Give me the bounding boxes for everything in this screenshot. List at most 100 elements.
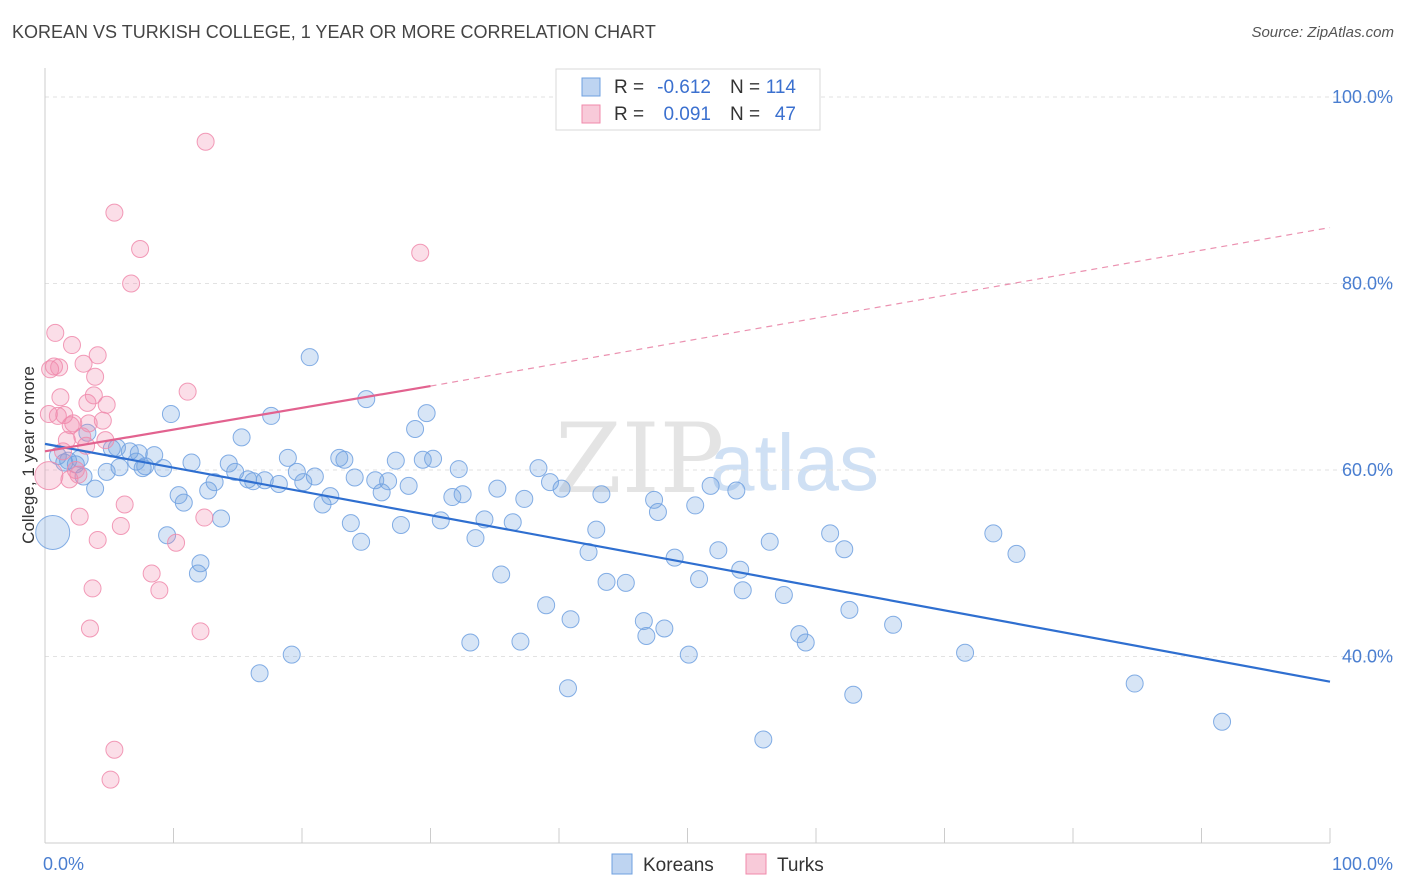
koreans-point-80 bbox=[561, 610, 580, 629]
koreans-point-58 bbox=[399, 476, 418, 495]
stats-legend-n-value-0: 114 bbox=[766, 77, 797, 98]
koreans-point-100 bbox=[754, 730, 773, 749]
x-tick-labels: 0.0% 100.0% bbox=[43, 854, 1393, 874]
koreans-point-104 bbox=[796, 633, 815, 652]
koreans-point-85 bbox=[616, 573, 635, 592]
koreans-point-35 bbox=[250, 664, 269, 683]
koreans-point-114 bbox=[1213, 712, 1232, 731]
turks-point-45 bbox=[51, 388, 70, 407]
turks-point-27 bbox=[93, 411, 112, 430]
turks-point-30 bbox=[105, 203, 124, 222]
stats-legend-swatch-0 bbox=[581, 77, 601, 97]
koreans-point-110 bbox=[956, 643, 975, 662]
koreans-point-88 bbox=[645, 490, 664, 509]
turks-point-39 bbox=[167, 533, 186, 552]
koreans-point-37 bbox=[262, 406, 281, 425]
koreans-point-77 bbox=[541, 473, 560, 492]
koreans-point-25 bbox=[188, 564, 207, 583]
y-tick-labels: 100.0% 80.0% 60.0% 40.0% bbox=[1332, 87, 1393, 667]
turks-point-21 bbox=[80, 619, 99, 638]
turks-point-40 bbox=[178, 382, 197, 401]
koreans-point-106 bbox=[835, 540, 854, 559]
koreans-point-112 bbox=[1007, 544, 1026, 563]
koreans-point-19 bbox=[154, 459, 173, 478]
koreans-trend-line bbox=[44, 442, 1331, 683]
koreans-point-49 bbox=[341, 514, 360, 533]
turks-point-13 bbox=[66, 461, 85, 479]
axes bbox=[44, 68, 1331, 844]
turks-point-22 bbox=[83, 579, 102, 598]
koreans-point-12 bbox=[110, 458, 129, 477]
turks-point-31 bbox=[105, 740, 124, 759]
turks-point-11 bbox=[62, 336, 81, 355]
stats-legend-r-value-0: -0.612 bbox=[657, 77, 711, 98]
koreans-point-105 bbox=[821, 524, 840, 543]
stats-legend-n-label-0: N = bbox=[730, 77, 760, 98]
koreans-point-109 bbox=[884, 615, 903, 634]
turks-point-10 bbox=[60, 470, 79, 489]
koreans-point-26 bbox=[191, 554, 210, 573]
koreans-point-93 bbox=[686, 496, 705, 515]
turks-trend-extension bbox=[430, 226, 1331, 387]
koreans-point-39 bbox=[278, 448, 297, 467]
y-tick-label-2: 60.0% bbox=[1342, 460, 1393, 480]
koreans-point-41 bbox=[287, 462, 306, 481]
turks-point-6 bbox=[50, 358, 69, 377]
grid bbox=[45, 96, 1395, 657]
turks-point-38 bbox=[150, 581, 169, 600]
koreans-point-107 bbox=[840, 600, 859, 619]
watermark-zip: ZIP bbox=[555, 403, 724, 515]
turks-point-26 bbox=[88, 530, 107, 549]
stats-legend: R = -0.612 N = 114 R = 0.091 N = 47 bbox=[555, 68, 821, 131]
stats-legend-r-value-1: 0.091 bbox=[663, 104, 711, 125]
koreans-point-108 bbox=[844, 685, 863, 704]
koreans-point-24 bbox=[182, 453, 201, 472]
koreans-point-82 bbox=[587, 520, 606, 539]
koreans-point-96 bbox=[709, 541, 728, 560]
bottom-legend-label-turks: Turks bbox=[777, 855, 824, 876]
koreans-point-62 bbox=[424, 449, 443, 468]
koreans-point-97 bbox=[727, 481, 746, 500]
koreans-point-38 bbox=[269, 474, 288, 493]
turks-point-19 bbox=[78, 393, 97, 412]
koreans-point-44 bbox=[305, 467, 324, 486]
koreans-point-86 bbox=[634, 612, 653, 631]
turks-point-5 bbox=[48, 406, 67, 425]
turks-point-3 bbox=[44, 357, 63, 376]
koreans-point-79 bbox=[558, 679, 577, 698]
koreans-point-94 bbox=[690, 570, 709, 589]
turks-point-32 bbox=[101, 770, 120, 789]
koreans-point-76 bbox=[537, 596, 556, 615]
turks-point-15 bbox=[70, 507, 89, 526]
turks-point-24 bbox=[86, 367, 105, 386]
koreans-point-59 bbox=[406, 419, 425, 438]
koreans-point-72 bbox=[503, 513, 522, 532]
turks-point-29 bbox=[97, 395, 116, 414]
koreans-point-43 bbox=[300, 348, 319, 367]
koreans-point-40 bbox=[282, 645, 301, 664]
koreans-point-89 bbox=[648, 502, 667, 521]
koreans-point-73 bbox=[511, 632, 530, 651]
bottom-legend-swatch-koreans bbox=[611, 853, 633, 875]
turks-point-23 bbox=[84, 386, 103, 405]
turks-point-44 bbox=[411, 243, 430, 262]
chart-title: KOREAN VS TURKISH COLLEGE, 1 YEAR OR MOR… bbox=[12, 22, 656, 42]
turks-point-36 bbox=[131, 239, 150, 258]
koreans-point-57 bbox=[391, 516, 410, 535]
koreans-point-95 bbox=[701, 476, 720, 495]
stats-legend-r-label-1: R = bbox=[614, 104, 644, 125]
turks-point-35 bbox=[122, 274, 141, 293]
koreans-point-23 bbox=[174, 493, 193, 512]
x-tick-label-1: 100.0% bbox=[1332, 854, 1393, 874]
koreans-point-55 bbox=[379, 472, 398, 491]
turks-point-20 bbox=[79, 414, 98, 433]
stats-legend-n-value-1: 47 bbox=[775, 104, 796, 125]
koreans-point-83 bbox=[592, 485, 611, 504]
koreans-point-67 bbox=[461, 633, 480, 652]
koreans-point-84 bbox=[597, 572, 616, 591]
turks-point-25 bbox=[88, 346, 107, 365]
turks-point-14 bbox=[69, 465, 88, 484]
koreans-point-101 bbox=[760, 532, 779, 551]
koreans-point-0 bbox=[35, 514, 71, 550]
